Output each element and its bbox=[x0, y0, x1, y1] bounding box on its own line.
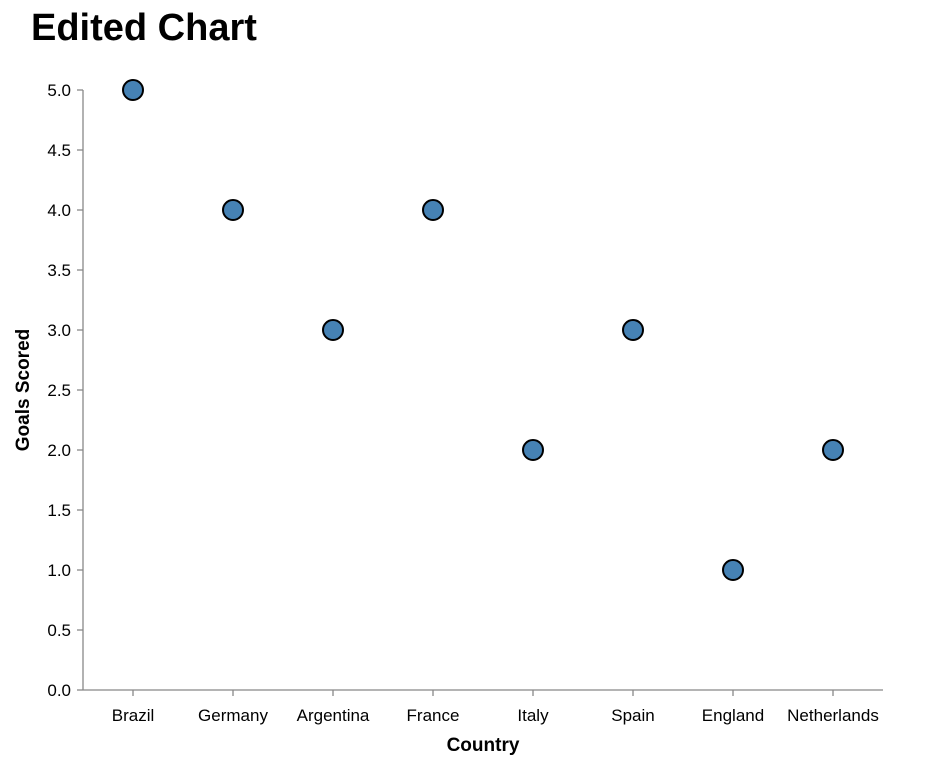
y-axis-title: Goals Scored bbox=[13, 329, 34, 452]
data-point bbox=[122, 79, 144, 101]
data-point bbox=[622, 319, 644, 341]
y-tick-label: 0.5 bbox=[47, 621, 71, 640]
x-tick-label: Argentina bbox=[297, 706, 370, 725]
data-point bbox=[222, 199, 244, 221]
y-axis: 0.0 0.5 1.0 1.5 2.0 2.5 3.0 3.5 4.0 4.5 5.0 bbox=[47, 81, 84, 700]
y-tick-label: 2.5 bbox=[47, 381, 71, 400]
data-point bbox=[422, 199, 444, 221]
x-tick-label: Italy bbox=[517, 706, 549, 725]
data-point bbox=[322, 319, 344, 341]
x-tick-label: England bbox=[702, 706, 764, 725]
y-tick-label: 3.0 bbox=[47, 321, 71, 340]
data-point bbox=[522, 439, 544, 461]
data-point bbox=[822, 439, 844, 461]
data-points bbox=[122, 79, 844, 581]
y-tick-label: 4.0 bbox=[47, 201, 71, 220]
y-tick-label: 3.5 bbox=[47, 261, 71, 280]
x-tick-label: Germany bbox=[198, 706, 268, 725]
x-tick-label: France bbox=[407, 706, 460, 725]
y-tick-label: 4.5 bbox=[47, 141, 71, 160]
x-tick-label: Netherlands bbox=[787, 706, 879, 725]
chart-title: Edited Chart bbox=[31, 7, 257, 49]
y-tick-label: 2.0 bbox=[47, 441, 71, 460]
y-tick-label: 5.0 bbox=[47, 81, 71, 100]
y-tick-label: 0.0 bbox=[47, 681, 71, 700]
x-axis-title: Country bbox=[447, 735, 520, 756]
data-point bbox=[722, 559, 744, 581]
x-tick-label: Spain bbox=[611, 706, 654, 725]
y-tick-label: 1.0 bbox=[47, 561, 71, 580]
x-tick-label: Brazil bbox=[112, 706, 155, 725]
y-tick-label: 1.5 bbox=[47, 501, 71, 520]
x-axis: Brazil Germany Argentina France Italy Spain En… bbox=[83, 689, 883, 725]
